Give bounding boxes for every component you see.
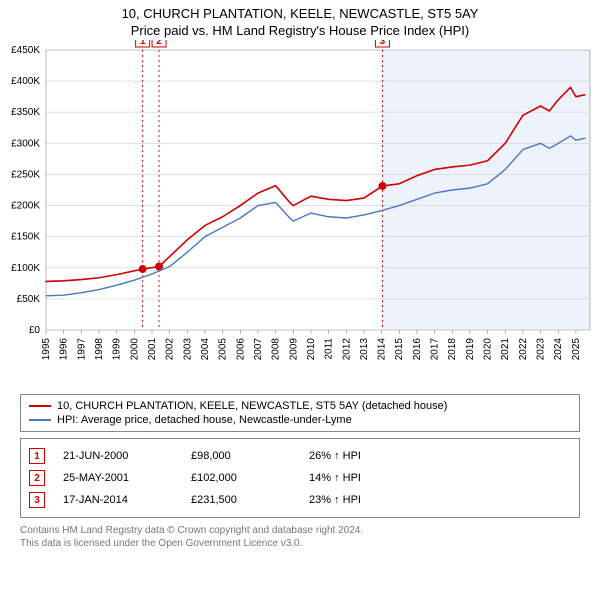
legend-swatch <box>29 405 51 407</box>
y-tick-label: £0 <box>29 325 41 336</box>
event-hpi: 23% ↑ HPI <box>309 494 429 506</box>
event-row: 2 25-MAY-2001 £102,000 14% ↑ HPI <box>29 467 571 489</box>
y-tick-label: £50K <box>17 294 41 305</box>
attribution-line: This data is licensed under the Open Gov… <box>20 537 580 550</box>
x-tick-label: 1995 <box>41 338 52 361</box>
attribution: Contains HM Land Registry data © Crown c… <box>20 524 580 550</box>
y-tick-label: £250K <box>11 169 40 180</box>
x-tick-label: 2016 <box>412 338 423 361</box>
event-number-box: 2 <box>29 470 45 486</box>
event-date: 25-MAY-2001 <box>63 472 173 484</box>
event-date: 17-JAN-2014 <box>63 494 173 506</box>
x-tick-label: 1996 <box>59 338 70 361</box>
x-tick-label: 2024 <box>553 338 564 361</box>
events-table: 1 21-JUN-2000 £98,000 26% ↑ HPI 2 25-MAY-2001… <box>20 438 580 518</box>
event-hpi: 14% ↑ HPI <box>309 472 429 484</box>
x-tick-label: 2020 <box>483 338 494 361</box>
title-block: 10, CHURCH PLANTATION, KEELE, NEWCASTLE,… <box>0 0 600 40</box>
x-tick-label: 1999 <box>112 338 123 361</box>
event-number-box: 3 <box>29 492 45 508</box>
x-tick-label: 2025 <box>571 338 582 361</box>
x-tick-label: 1998 <box>94 338 105 361</box>
x-tick-label: 2013 <box>359 338 370 361</box>
x-tick-label: 2018 <box>447 338 458 361</box>
y-tick-label: £450K <box>11 45 40 56</box>
x-tick-label: 2017 <box>430 338 441 361</box>
y-tick-label: £300K <box>11 138 40 149</box>
event-price: £98,000 <box>191 450 291 462</box>
x-tick-label: 2002 <box>165 338 176 361</box>
chart-title: 10, CHURCH PLANTATION, KEELE, NEWCASTLE,… <box>0 6 600 21</box>
event-marker-number: 2 <box>156 40 162 47</box>
x-tick-label: 2012 <box>341 338 352 361</box>
x-tick-label: 2001 <box>147 338 158 361</box>
x-tick-label: 2004 <box>200 338 211 361</box>
legend-label: 10, CHURCH PLANTATION, KEELE, NEWCASTLE,… <box>57 400 447 412</box>
x-tick-label: 2000 <box>129 338 140 361</box>
legend: 10, CHURCH PLANTATION, KEELE, NEWCASTLE,… <box>20 394 580 432</box>
y-tick-label: £150K <box>11 232 40 243</box>
event-price: £231,500 <box>191 494 291 506</box>
event-marker-number: 3 <box>380 40 386 47</box>
x-tick-label: 2014 <box>377 338 388 361</box>
x-tick-label: 2010 <box>306 338 317 361</box>
x-tick-label: 2021 <box>500 338 511 361</box>
event-row: 3 17-JAN-2014 £231,500 23% ↑ HPI <box>29 489 571 511</box>
x-tick-label: 1997 <box>76 338 87 361</box>
x-tick-label: 2019 <box>465 338 476 361</box>
x-tick-label: 2015 <box>394 338 405 361</box>
x-tick-label: 2011 <box>324 338 335 360</box>
x-tick-label: 2008 <box>271 338 282 361</box>
chart-container: 10, CHURCH PLANTATION, KEELE, NEWCASTLE,… <box>0 0 600 550</box>
legend-item: 10, CHURCH PLANTATION, KEELE, NEWCASTLE,… <box>29 399 571 413</box>
event-hpi: 26% ↑ HPI <box>309 450 429 462</box>
legend-item: HPI: Average price, detached house, Newc… <box>29 413 571 427</box>
event-number-box: 1 <box>29 448 45 464</box>
x-tick-label: 2007 <box>253 338 264 361</box>
chart-subtitle: Price paid vs. HM Land Registry's House … <box>0 23 600 38</box>
x-tick-label: 2003 <box>182 338 193 361</box>
legend-swatch <box>29 419 51 421</box>
x-tick-label: 2006 <box>235 338 246 361</box>
attribution-line: Contains HM Land Registry data © Crown c… <box>20 524 580 537</box>
line-chart: £0 £50K £100K £150K £200K £250K £300K £350K £400… <box>0 40 600 390</box>
y-tick-label: £100K <box>11 263 40 274</box>
y-tick-label: £200K <box>11 201 40 212</box>
x-tick-label: 2022 <box>518 338 529 361</box>
event-marker-number: 1 <box>140 40 146 47</box>
y-tick-label: £350K <box>11 107 40 118</box>
legend-label: HPI: Average price, detached house, Newc… <box>57 414 352 426</box>
event-row: 1 21-JUN-2000 £98,000 26% ↑ HPI <box>29 445 571 467</box>
event-date: 21-JUN-2000 <box>63 450 173 462</box>
event-price: £102,000 <box>191 472 291 484</box>
y-tick-label: £400K <box>11 76 40 87</box>
x-tick-label: 2005 <box>218 338 229 361</box>
x-tick-label: 2023 <box>536 338 547 361</box>
x-tick-label: 2009 <box>288 338 299 361</box>
